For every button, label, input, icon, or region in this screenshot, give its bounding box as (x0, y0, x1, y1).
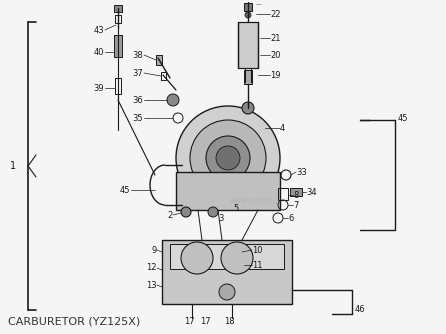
Text: 17: 17 (184, 318, 194, 327)
Text: 8: 8 (293, 190, 298, 199)
Bar (161, 72, 166, 80)
Bar (162, 240, 292, 304)
Circle shape (242, 102, 254, 114)
Bar (114, 5, 122, 12)
Circle shape (219, 284, 235, 300)
Circle shape (181, 207, 191, 217)
Text: 36: 36 (132, 96, 143, 105)
Text: 10: 10 (252, 245, 263, 255)
Text: 40: 40 (94, 47, 104, 56)
Text: 6: 6 (288, 213, 293, 222)
Text: 3: 3 (218, 213, 223, 222)
Circle shape (208, 207, 218, 217)
Circle shape (176, 106, 280, 210)
Bar (170, 244, 284, 269)
Bar (278, 188, 288, 200)
Circle shape (221, 242, 253, 274)
Text: 4: 4 (280, 124, 285, 133)
Circle shape (216, 146, 240, 170)
Text: 34: 34 (306, 187, 317, 196)
Text: 22: 22 (270, 9, 281, 18)
Bar (156, 55, 162, 65)
Text: 5: 5 (233, 203, 238, 212)
Bar (115, 78, 121, 94)
Text: 20: 20 (270, 50, 281, 59)
Circle shape (245, 12, 251, 18)
Text: 19: 19 (270, 70, 281, 79)
Text: 45: 45 (120, 185, 130, 194)
Text: 39: 39 (93, 84, 104, 93)
Circle shape (190, 120, 266, 196)
Text: 7: 7 (293, 200, 298, 209)
Text: 13: 13 (146, 281, 157, 290)
Text: 17: 17 (200, 318, 211, 327)
Text: 45: 45 (398, 114, 409, 123)
Text: 33: 33 (296, 167, 307, 176)
Text: 46: 46 (355, 305, 366, 314)
Text: 38: 38 (132, 50, 143, 59)
Bar (238, 22, 258, 68)
Bar (176, 172, 280, 210)
Bar (244, 3, 252, 11)
Text: 21: 21 (270, 33, 281, 42)
Text: —: — (256, 2, 261, 7)
Text: 18: 18 (224, 318, 235, 327)
Text: 1: 1 (10, 161, 16, 171)
Text: CARBURETOR (YZ125X): CARBURETOR (YZ125X) (8, 317, 140, 327)
Text: 2: 2 (168, 210, 173, 219)
Circle shape (181, 242, 213, 274)
Bar (290, 188, 302, 196)
Text: www.cmsnl.com: www.cmsnl.com (229, 195, 291, 204)
Text: 11: 11 (252, 261, 263, 270)
Text: 9: 9 (152, 245, 157, 255)
Bar (115, 15, 121, 23)
Text: 12: 12 (146, 264, 157, 273)
Text: 35: 35 (132, 114, 143, 123)
Text: 37: 37 (132, 68, 143, 77)
Circle shape (206, 136, 250, 180)
Circle shape (167, 94, 179, 106)
Bar (114, 35, 122, 57)
Bar (244, 70, 252, 84)
Text: 43: 43 (93, 25, 104, 34)
